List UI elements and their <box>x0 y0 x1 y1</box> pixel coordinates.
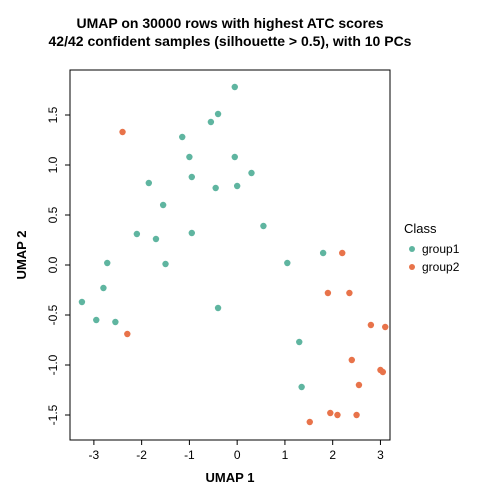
point-group1 <box>212 185 218 191</box>
point-group2 <box>380 369 386 375</box>
y-tick-label: 1.0 <box>46 156 60 173</box>
point-group1 <box>79 299 85 305</box>
point-group1 <box>208 119 214 125</box>
point-group2 <box>307 419 313 425</box>
point-group1 <box>179 134 185 140</box>
point-group2 <box>124 331 130 337</box>
y-tick-label: -0.5 <box>46 304 60 325</box>
point-group1 <box>160 202 166 208</box>
x-tick-label: -1 <box>184 448 195 462</box>
point-group1 <box>189 230 195 236</box>
point-group1 <box>260 223 266 229</box>
point-group1 <box>134 231 140 237</box>
point-group2 <box>346 290 352 296</box>
y-tick-label: 0.0 <box>46 256 60 273</box>
point-group1 <box>248 170 254 176</box>
point-group2 <box>325 290 331 296</box>
umap-scatter-chart: -3 -2 -1 0 1 2 3 -1.5 -1.0 -0.5 0.0 0.5 1.0 1.5 UMAP 1… <box>0 0 504 504</box>
point-group1 <box>215 111 221 117</box>
point-group1 <box>298 384 304 390</box>
point-group1 <box>186 154 192 160</box>
point-group2 <box>356 382 362 388</box>
point-group2 <box>349 357 355 363</box>
point-group1 <box>232 154 238 160</box>
x-axis-label: UMAP 1 <box>206 470 255 485</box>
point-group2 <box>327 410 333 416</box>
point-group2 <box>382 324 388 330</box>
legend-marker-group2 <box>409 264 415 270</box>
point-group2 <box>339 250 345 256</box>
x-tick-label: 2 <box>329 448 336 462</box>
point-group1 <box>189 174 195 180</box>
point-group1 <box>232 84 238 90</box>
point-group1 <box>320 250 326 256</box>
x-tick-label: 3 <box>377 448 384 462</box>
y-tick-label: -1.5 <box>46 404 60 425</box>
point-group1 <box>215 305 221 311</box>
legend-marker-group1 <box>409 246 415 252</box>
chart-title-line1: UMAP on 30000 rows with highest ATC scor… <box>76 15 383 31</box>
point-group2 <box>368 322 374 328</box>
chart-svg: -3 -2 -1 0 1 2 3 -1.5 -1.0 -0.5 0.0 0.5 1.0 1.5 UMAP 1… <box>0 0 504 504</box>
y-tick-label: -1.0 <box>46 354 60 375</box>
x-tick-label: -2 <box>136 448 147 462</box>
point-group1 <box>234 183 240 189</box>
point-group1 <box>104 260 110 266</box>
y-tick-label: 0.5 <box>46 206 60 223</box>
y-tick-label: 1.5 <box>46 106 60 123</box>
x-tick-label: 0 <box>234 448 241 462</box>
point-group1 <box>112 319 118 325</box>
legend-label-group1: group1 <box>422 242 460 256</box>
point-group2 <box>334 412 340 418</box>
legend-title: Class <box>404 221 437 236</box>
x-tick-label: 1 <box>282 448 289 462</box>
point-group1 <box>146 180 152 186</box>
point-group1 <box>93 317 99 323</box>
point-group1 <box>296 339 302 345</box>
point-group1 <box>284 260 290 266</box>
y-axis-label: UMAP 2 <box>14 231 29 280</box>
point-group1 <box>162 261 168 267</box>
point-group2 <box>119 129 125 135</box>
x-tick-label: -3 <box>89 448 100 462</box>
legend-label-group2: group2 <box>422 260 460 274</box>
chart-title-line2: 42/42 confident samples (silhouette > 0.… <box>49 33 412 49</box>
point-group1 <box>153 236 159 242</box>
point-group1 <box>100 285 106 291</box>
point-group2 <box>353 412 359 418</box>
